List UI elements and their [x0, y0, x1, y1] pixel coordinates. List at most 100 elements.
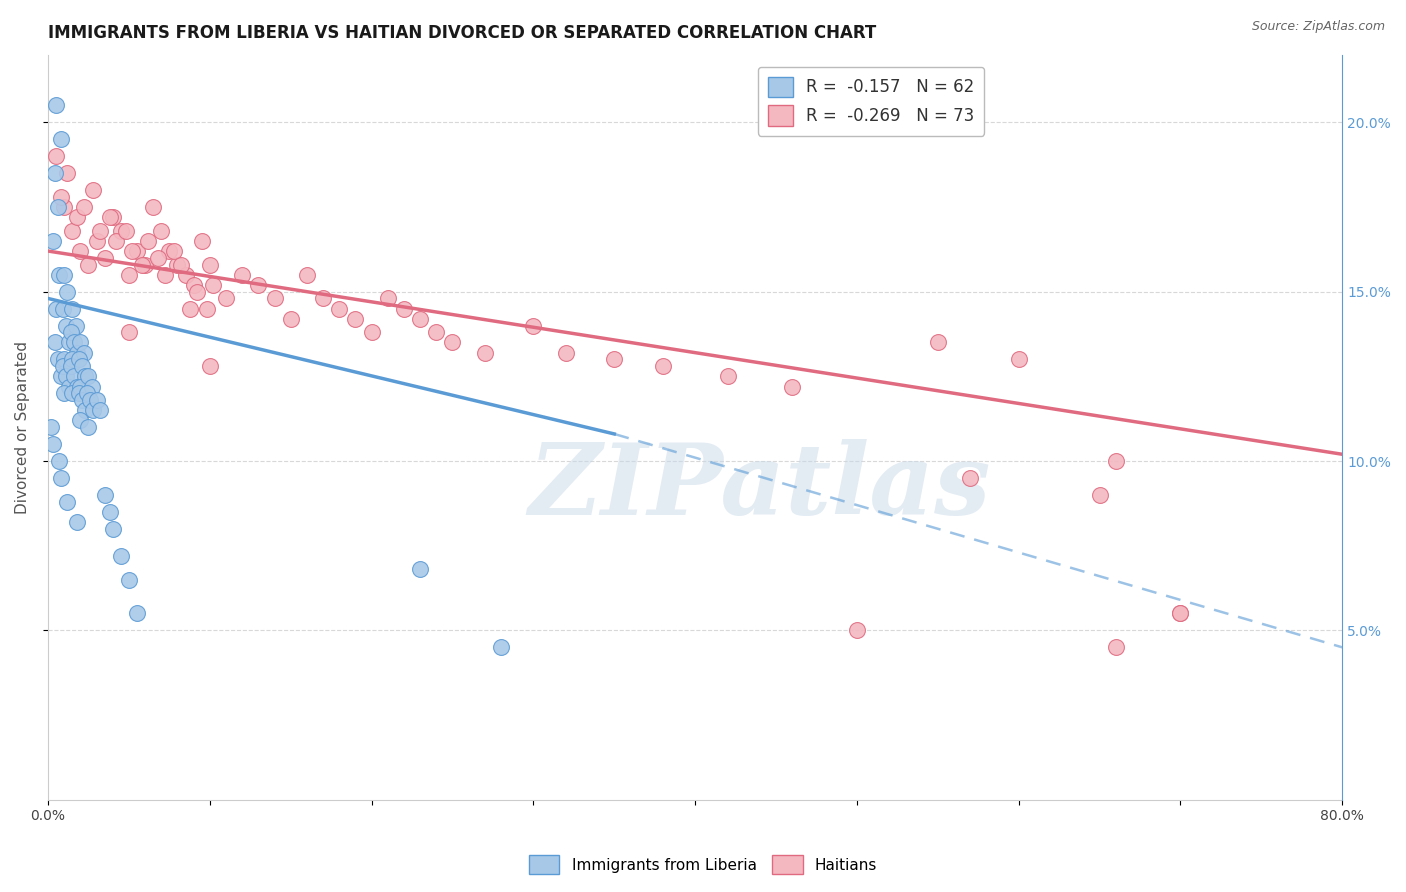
- Point: [77, 420, 100, 434]
- Point: [67, 352, 90, 367]
- Point: [80, 379, 103, 393]
- Point: [780, 379, 803, 393]
- Point: [174, 268, 197, 282]
- Point: [77, 258, 100, 272]
- Point: [53, 268, 76, 282]
- Point: [157, 244, 180, 258]
- Point: [42, 437, 65, 451]
- Point: [58, 335, 80, 350]
- Point: [845, 624, 868, 638]
- Point: [118, 268, 141, 282]
- Point: [49, 132, 72, 146]
- Point: [153, 268, 176, 282]
- Point: [202, 277, 225, 292]
- Point: [134, 258, 156, 272]
- Point: [69, 379, 91, 393]
- Y-axis label: Divorced or Separated: Divorced or Separated: [15, 341, 30, 514]
- Point: [79, 393, 101, 408]
- Point: [179, 301, 201, 316]
- Point: [60, 224, 83, 238]
- Point: [53, 200, 76, 214]
- Point: [76, 386, 98, 401]
- Point: [66, 515, 89, 529]
- Point: [409, 562, 432, 576]
- Point: [295, 268, 318, 282]
- Point: [101, 522, 124, 536]
- Point: [56, 166, 79, 180]
- Point: [86, 234, 108, 248]
- Point: [118, 573, 141, 587]
- Point: [82, 183, 104, 197]
- Point: [142, 200, 165, 214]
- Point: [163, 244, 186, 258]
- Point: [86, 393, 108, 408]
- Point: [131, 258, 153, 272]
- Point: [89, 224, 111, 238]
- Legend: Immigrants from Liberia, Haitians: Immigrants from Liberia, Haitians: [523, 849, 883, 880]
- Point: [360, 326, 382, 340]
- Point: [49, 190, 72, 204]
- Point: [118, 326, 141, 340]
- Point: [425, 326, 447, 340]
- Point: [70, 359, 93, 374]
- Point: [93, 251, 115, 265]
- Point: [72, 200, 94, 214]
- Point: [55, 369, 77, 384]
- Legend: R =  -0.157   N = 62, R =  -0.269   N = 73: R = -0.157 N = 62, R = -0.269 N = 73: [758, 67, 984, 136]
- Point: [59, 326, 82, 340]
- Point: [44, 166, 66, 180]
- Point: [121, 244, 143, 258]
- Point: [72, 345, 94, 359]
- Point: [39, 420, 62, 434]
- Point: [66, 345, 89, 359]
- Point: [231, 268, 253, 282]
- Point: [1008, 352, 1031, 367]
- Point: [66, 379, 89, 393]
- Point: [183, 277, 205, 292]
- Point: [58, 379, 80, 393]
- Point: [198, 359, 221, 374]
- Point: [409, 311, 432, 326]
- Point: [215, 292, 238, 306]
- Point: [75, 403, 97, 417]
- Point: [312, 292, 335, 306]
- Point: [59, 359, 82, 374]
- Point: [716, 369, 738, 384]
- Point: [67, 386, 90, 401]
- Point: [344, 311, 367, 326]
- Point: [56, 285, 79, 299]
- Point: [45, 149, 67, 163]
- Point: [489, 640, 512, 655]
- Point: [77, 369, 100, 384]
- Point: [263, 292, 285, 306]
- Point: [190, 234, 212, 248]
- Point: [45, 301, 67, 316]
- Point: [110, 549, 132, 563]
- Point: [114, 224, 136, 238]
- Point: [45, 98, 67, 112]
- Point: [110, 224, 132, 238]
- Point: [65, 318, 87, 333]
- Point: [392, 301, 415, 316]
- Point: [150, 224, 173, 238]
- Point: [195, 301, 218, 316]
- Point: [42, 234, 65, 248]
- Point: [377, 292, 399, 306]
- Point: [53, 386, 76, 401]
- Point: [474, 345, 496, 359]
- Point: [522, 318, 544, 333]
- Point: [554, 345, 576, 359]
- Point: [93, 488, 115, 502]
- Point: [101, 210, 124, 224]
- Point: [98, 210, 121, 224]
- Text: Source: ZipAtlas.com: Source: ZipAtlas.com: [1251, 20, 1385, 33]
- Point: [603, 352, 626, 367]
- Point: [146, 251, 169, 265]
- Point: [55, 318, 77, 333]
- Point: [56, 494, 79, 508]
- Point: [52, 301, 75, 316]
- Point: [89, 403, 111, 417]
- Point: [927, 335, 949, 350]
- Point: [186, 285, 208, 299]
- Point: [66, 210, 89, 224]
